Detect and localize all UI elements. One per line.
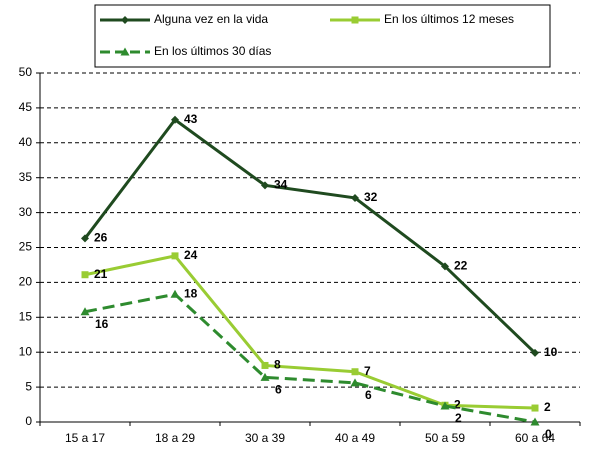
data-label: 34 — [274, 178, 288, 192]
series-line — [84, 254, 536, 410]
y-tick-label: 50 — [19, 65, 33, 79]
y-tick-label: 25 — [19, 240, 33, 254]
data-label: 2 — [544, 400, 551, 414]
data-label: 26 — [94, 231, 108, 245]
point — [121, 16, 129, 24]
x-tick-label: 18 a 29 — [155, 431, 195, 445]
x-tick-label: 40 a 49 — [335, 431, 375, 445]
point — [260, 372, 270, 381]
data-label: 6 — [365, 388, 372, 402]
point — [81, 271, 89, 279]
y-tick-label: 45 — [19, 100, 33, 114]
data-label: 8 — [274, 358, 281, 372]
point — [440, 401, 450, 410]
point — [441, 262, 449, 271]
data-label: 2 — [454, 397, 461, 411]
point — [531, 404, 539, 412]
point — [81, 234, 89, 243]
legend-box — [94, 4, 551, 68]
y-tick-label: 0 — [25, 414, 32, 428]
point — [351, 193, 359, 202]
data-label: 18 — [184, 286, 198, 300]
x-tick-label: 15 a 17 — [65, 431, 105, 445]
point — [261, 181, 269, 190]
data-label: 7 — [364, 364, 371, 378]
point — [531, 348, 539, 357]
point — [120, 47, 130, 56]
data-label: 16 — [95, 317, 109, 331]
data-label: 6 — [275, 382, 282, 396]
legend-label: Alguna vez en la vida — [154, 12, 268, 26]
legend-label: En los últimos 12 meses — [384, 12, 514, 26]
point — [171, 252, 179, 260]
data-label: 0 — [545, 427, 552, 441]
point — [351, 16, 359, 24]
y-tick-label: 20 — [19, 275, 33, 289]
data-label: 2 — [455, 411, 462, 425]
point — [530, 417, 540, 426]
x-tick-label: 50 a 59 — [425, 431, 465, 445]
y-tick-label: 40 — [19, 135, 33, 149]
y-tick-label: 30 — [19, 205, 33, 219]
data-label: 22 — [454, 259, 468, 273]
y-tick-label: 5 — [25, 379, 32, 393]
y-tick-label: 10 — [19, 344, 33, 358]
point — [171, 115, 179, 124]
point — [350, 378, 360, 387]
x-tick-label: 30 a 39 — [245, 431, 285, 445]
series-line — [83, 117, 537, 354]
data-label: 21 — [94, 267, 108, 281]
data-label: 43 — [184, 112, 198, 126]
data-label: 10 — [544, 345, 558, 359]
y-tick-label: 35 — [19, 170, 33, 184]
point — [80, 307, 90, 316]
data-label: 32 — [364, 190, 378, 204]
point — [170, 289, 180, 298]
data-label: 24 — [184, 248, 198, 262]
point — [351, 368, 359, 376]
x-tick-label: 60 a 64 — [515, 431, 555, 445]
point — [261, 361, 269, 369]
y-tick-label: 15 — [19, 309, 33, 323]
series-line — [84, 292, 536, 424]
legend-label: En los últimos 30 días — [154, 44, 271, 58]
